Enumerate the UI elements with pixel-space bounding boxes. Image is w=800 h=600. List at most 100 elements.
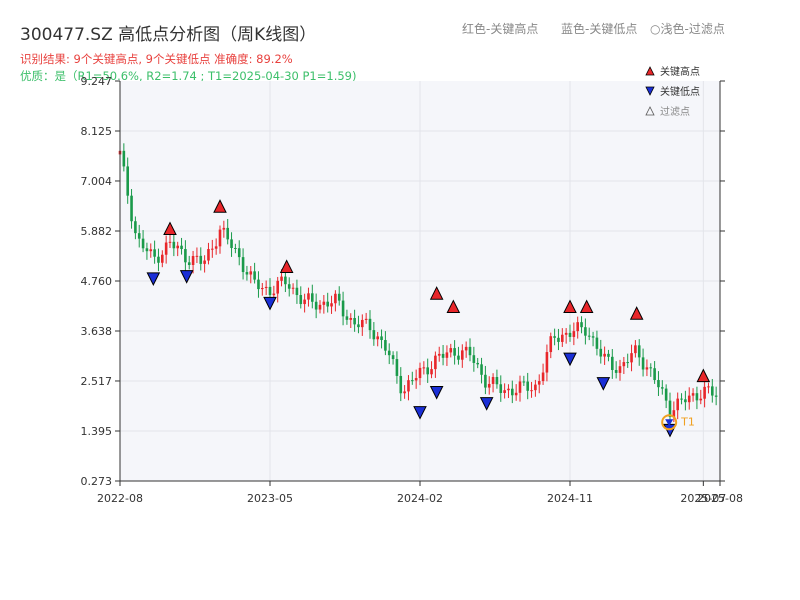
candle-body bbox=[657, 380, 660, 388]
key-high-marker bbox=[163, 221, 177, 236]
candle-body bbox=[122, 150, 126, 167]
candle-body bbox=[253, 271, 256, 280]
candle-body bbox=[214, 246, 218, 249]
key-low-marker bbox=[479, 397, 494, 411]
candle-body bbox=[311, 293, 314, 302]
candle-body bbox=[280, 276, 283, 281]
candle-body bbox=[195, 255, 199, 257]
candle-body bbox=[537, 381, 541, 385]
candle-body bbox=[330, 303, 333, 307]
key-low-marker bbox=[179, 270, 194, 284]
t1-low-marker bbox=[665, 419, 674, 427]
candle-body bbox=[368, 318, 372, 331]
candle-body bbox=[357, 324, 360, 328]
key-low-marker bbox=[563, 352, 577, 367]
candle-body bbox=[491, 377, 495, 384]
candle-body bbox=[680, 398, 683, 400]
candle-body bbox=[287, 284, 291, 289]
candle-body bbox=[372, 330, 376, 340]
candle-body bbox=[426, 367, 429, 375]
candle-body bbox=[649, 367, 653, 369]
result-line: 识别结果: 9个关键高点, 9个关键低点 准确度: 89.2% bbox=[20, 52, 293, 66]
candle-body bbox=[468, 346, 472, 356]
candle-body bbox=[307, 293, 310, 300]
candle-body bbox=[218, 229, 222, 247]
candle-body bbox=[614, 370, 618, 373]
key-high-marker bbox=[446, 299, 461, 314]
candle-body bbox=[387, 350, 391, 356]
candle-body bbox=[322, 301, 326, 305]
x-tick-label: 2025-08 bbox=[697, 492, 743, 505]
candle-body bbox=[261, 288, 264, 290]
candle-body bbox=[595, 337, 599, 349]
candle-body bbox=[157, 256, 160, 263]
candle-body bbox=[164, 242, 168, 255]
x-tick-label: 2024-11 bbox=[547, 492, 593, 505]
candle-body bbox=[241, 257, 245, 273]
key-low-marker bbox=[596, 377, 611, 391]
candle-body bbox=[541, 372, 545, 382]
candle-body bbox=[457, 355, 460, 360]
y-tick-label: 3.638 bbox=[81, 325, 113, 338]
y-tick-label: 1.395 bbox=[81, 425, 113, 438]
candle-body bbox=[591, 336, 595, 338]
candle-body bbox=[545, 352, 549, 373]
x-tick-label: 2022-08 bbox=[97, 492, 143, 505]
candle-body bbox=[168, 241, 172, 243]
candle-body bbox=[561, 334, 564, 342]
candle-body bbox=[149, 249, 153, 252]
x-tick-label: 2023-05 bbox=[247, 492, 293, 505]
candle-body bbox=[430, 369, 433, 375]
candle-body bbox=[376, 336, 379, 340]
candle-body bbox=[668, 400, 672, 418]
legend-filtered-label: 过滤点 bbox=[660, 105, 690, 118]
candle-body bbox=[284, 276, 287, 285]
candle-body bbox=[449, 348, 453, 353]
y-tick-label: 5.882 bbox=[81, 225, 113, 238]
candle-body bbox=[172, 241, 176, 249]
candle-body bbox=[626, 362, 629, 364]
candle-body bbox=[249, 271, 253, 275]
quality-line: 优质：是（R1=50.6%, R2=1.74 ; T1=2025-04-30 P… bbox=[20, 69, 357, 83]
key-low-marker bbox=[263, 296, 277, 311]
candle-body bbox=[364, 318, 368, 320]
candle-body bbox=[514, 392, 518, 396]
candle-body bbox=[503, 390, 506, 393]
candle-body bbox=[211, 248, 214, 250]
candle-body bbox=[622, 362, 626, 367]
candle-body bbox=[384, 340, 387, 351]
candle-body bbox=[345, 316, 349, 320]
legend-high-icon bbox=[645, 66, 655, 76]
candle-body bbox=[403, 391, 406, 394]
candle-body bbox=[245, 272, 249, 275]
candle-body bbox=[630, 353, 633, 363]
candle-body bbox=[484, 374, 487, 388]
x-tick-label: 2024-02 bbox=[397, 492, 443, 505]
candle-body bbox=[226, 227, 229, 240]
candle-body bbox=[361, 319, 364, 328]
candle-body bbox=[411, 380, 414, 382]
candle-body bbox=[257, 279, 260, 290]
key-high-marker bbox=[629, 306, 644, 320]
candle-body bbox=[711, 386, 714, 396]
legend-low-label: 关键低点 bbox=[660, 85, 700, 98]
legend-filtered-icon bbox=[645, 106, 655, 116]
candle-body bbox=[161, 254, 164, 263]
candle-body bbox=[326, 301, 329, 307]
candle-body bbox=[634, 345, 637, 354]
candle-body bbox=[391, 355, 395, 360]
candle-body bbox=[407, 380, 410, 392]
candle-body bbox=[437, 353, 441, 356]
candle-body bbox=[180, 245, 183, 250]
candle-body bbox=[291, 287, 295, 289]
candle-body bbox=[572, 331, 576, 337]
candle-body bbox=[341, 300, 345, 317]
legend-red-text: 红色-关键高点 bbox=[462, 22, 539, 36]
key-high-marker bbox=[279, 259, 294, 273]
candle-body bbox=[268, 286, 272, 296]
t1-label: T1 bbox=[680, 415, 695, 428]
candle-body bbox=[557, 337, 560, 342]
candle-body bbox=[134, 221, 137, 234]
